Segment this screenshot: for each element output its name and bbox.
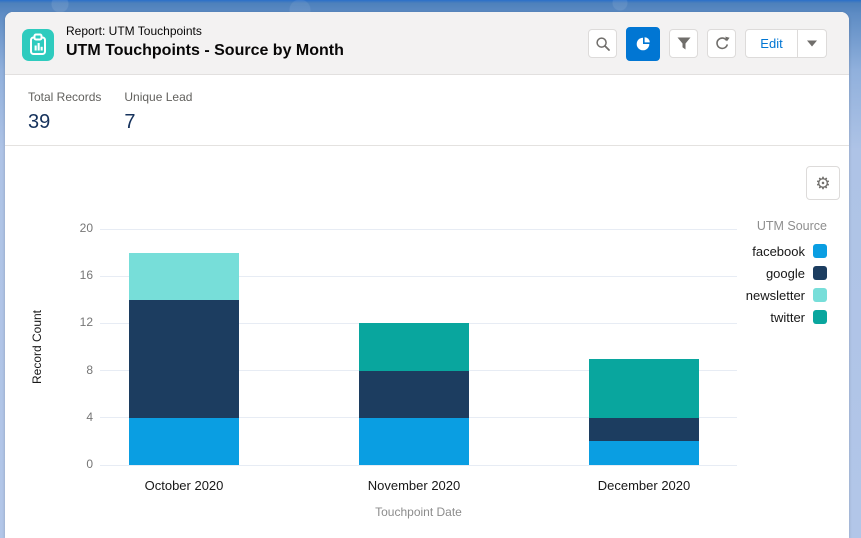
legend-label: newsletter <box>746 288 805 303</box>
chart-legend: UTM Source facebook google newsletter twitte… <box>746 219 827 328</box>
metric-unique-lead: Unique Lead 7 <box>124 90 192 145</box>
report-header: Report: UTM Touchpoints UTM Touchpoints … <box>5 12 849 75</box>
y-axis-tick-label: 8 <box>57 363 93 377</box>
bar-segment-twitter[interactable] <box>359 323 469 370</box>
stacked-bar-chart: 0 4 8 12 16 20 October 2020 November 2020 Decemb… <box>5 147 849 538</box>
bar-segment-google[interactable] <box>359 371 469 418</box>
x-axis-category-label: December 2020 <box>569 478 719 493</box>
metric-value: 39 <box>28 111 101 134</box>
header-actions: Edit <box>588 12 827 75</box>
bar-segment-facebook[interactable] <box>359 418 469 465</box>
bar-segment-google[interactable] <box>129 300 239 418</box>
bar-segment-facebook[interactable] <box>589 441 699 465</box>
legend-swatch <box>813 288 827 302</box>
legend-title: UTM Source <box>757 219 827 233</box>
report-object-label: Report: UTM Touchpoints <box>66 24 344 39</box>
report-card: Report: UTM Touchpoints UTM Touchpoints … <box>5 12 849 538</box>
chart-toggle-button[interactable] <box>626 27 660 61</box>
y-axis-title: Record Count <box>30 310 44 384</box>
filter-icon <box>676 36 692 51</box>
legend-label: twitter <box>770 310 805 325</box>
bar-segment-newsletter[interactable] <box>129 253 239 300</box>
y-axis-tick-label: 4 <box>57 410 93 424</box>
filter-button[interactable] <box>669 29 698 58</box>
legend-swatch <box>813 310 827 324</box>
edit-button[interactable]: Edit <box>745 29 798 58</box>
metric-value: 7 <box>124 111 192 134</box>
legend-swatch <box>813 244 827 258</box>
y-axis-tick-label: 0 <box>57 457 93 471</box>
refresh-button[interactable] <box>707 29 736 58</box>
report-icon <box>22 29 54 61</box>
legend-item-newsletter: newsletter <box>746 284 827 306</box>
chart-panel: ⚙ 048121620October 2020November 2020Dece… <box>5 147 849 538</box>
summary-metrics: Total Records 39 Unique Lead 7 <box>5 75 849 146</box>
legend-item-google: google <box>766 262 827 284</box>
y-axis-tick-label: 16 <box>57 268 93 282</box>
x-axis-category-label: November 2020 <box>339 478 489 493</box>
chevron-down-icon <box>806 39 818 48</box>
pie-chart-icon <box>635 35 652 52</box>
legend-label: google <box>766 266 805 281</box>
y-axis-tick-label: 12 <box>57 315 93 329</box>
more-actions-button[interactable] <box>798 29 827 58</box>
gridline <box>100 229 737 230</box>
x-axis-category-label: October 2020 <box>109 478 259 493</box>
metric-label: Unique Lead <box>124 90 192 104</box>
report-titles: Report: UTM Touchpoints UTM Touchpoints … <box>66 24 344 61</box>
x-axis-title: Touchpoint Date <box>339 505 499 519</box>
search-icon <box>595 36 611 52</box>
page-title: UTM Touchpoints - Source by Month <box>66 40 344 61</box>
bar-segment-facebook[interactable] <box>129 418 239 465</box>
bar-segment-twitter[interactable] <box>589 359 699 418</box>
bar-segment-google[interactable] <box>589 418 699 442</box>
y-axis-tick-label: 20 <box>57 221 93 235</box>
search-button[interactable] <box>588 29 617 58</box>
legend-swatch <box>813 266 827 280</box>
legend-item-twitter: twitter <box>770 306 827 328</box>
legend-label: facebook <box>752 244 805 259</box>
metric-total-records: Total Records 39 <box>28 90 101 145</box>
metric-label: Total Records <box>28 90 101 104</box>
edit-button-group: Edit <box>745 29 827 58</box>
legend-item-facebook: facebook <box>752 240 827 262</box>
refresh-icon <box>714 36 730 52</box>
